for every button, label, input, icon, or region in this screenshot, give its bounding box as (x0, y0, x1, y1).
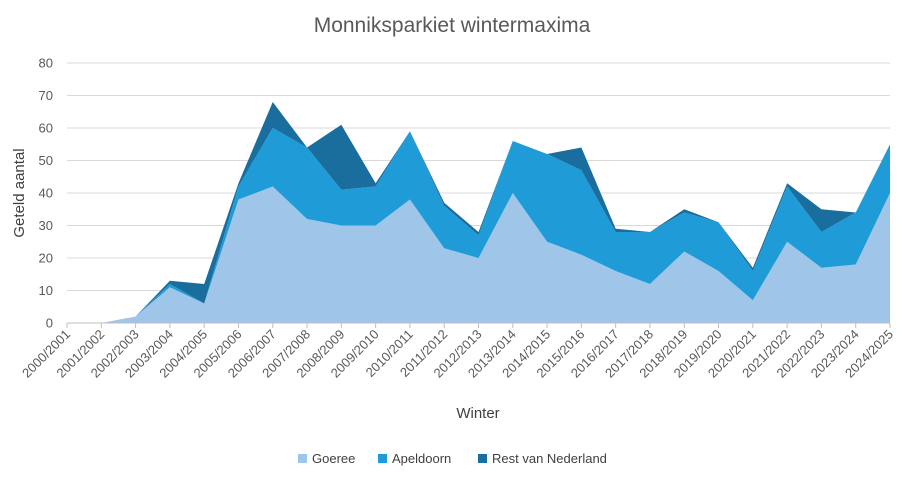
legend: Goeree Apeldoorn Rest van Nederland (298, 451, 607, 466)
y-tick-label: 10 (39, 283, 53, 298)
legend-swatch (478, 454, 487, 463)
y-tick-label: 70 (39, 88, 53, 103)
y-tick-label: 50 (39, 153, 53, 168)
legend-item-rest-van-nederland: Rest van Nederland (478, 451, 607, 466)
legend-label: Goeree (312, 451, 355, 466)
x-axis-title: Winter (456, 405, 499, 422)
legend-item-goeree: Goeree (298, 451, 355, 466)
plot-areas (67, 102, 890, 323)
y-tick-label: 60 (39, 121, 53, 136)
chart-title: Monniksparkiet wintermaxima (314, 14, 591, 37)
area-goeree (67, 186, 890, 323)
y-tick-label: 30 (39, 218, 53, 233)
y-tick-label: 0 (46, 316, 53, 331)
gridlines (67, 62, 890, 291)
y-axis-title: Geteld aantal (11, 148, 28, 237)
area-apeldoorn (67, 128, 890, 323)
y-tick-label: 40 (39, 186, 53, 201)
legend-label: Rest van Nederland (492, 451, 607, 466)
legend-label: Apeldoorn (392, 451, 451, 466)
y-tick-label: 20 (39, 251, 53, 266)
legend-item-apeldoorn: Apeldoorn (378, 451, 451, 466)
y-tick-label: 80 (39, 56, 53, 71)
legend-swatch (378, 454, 387, 463)
legend-swatch (298, 454, 307, 463)
